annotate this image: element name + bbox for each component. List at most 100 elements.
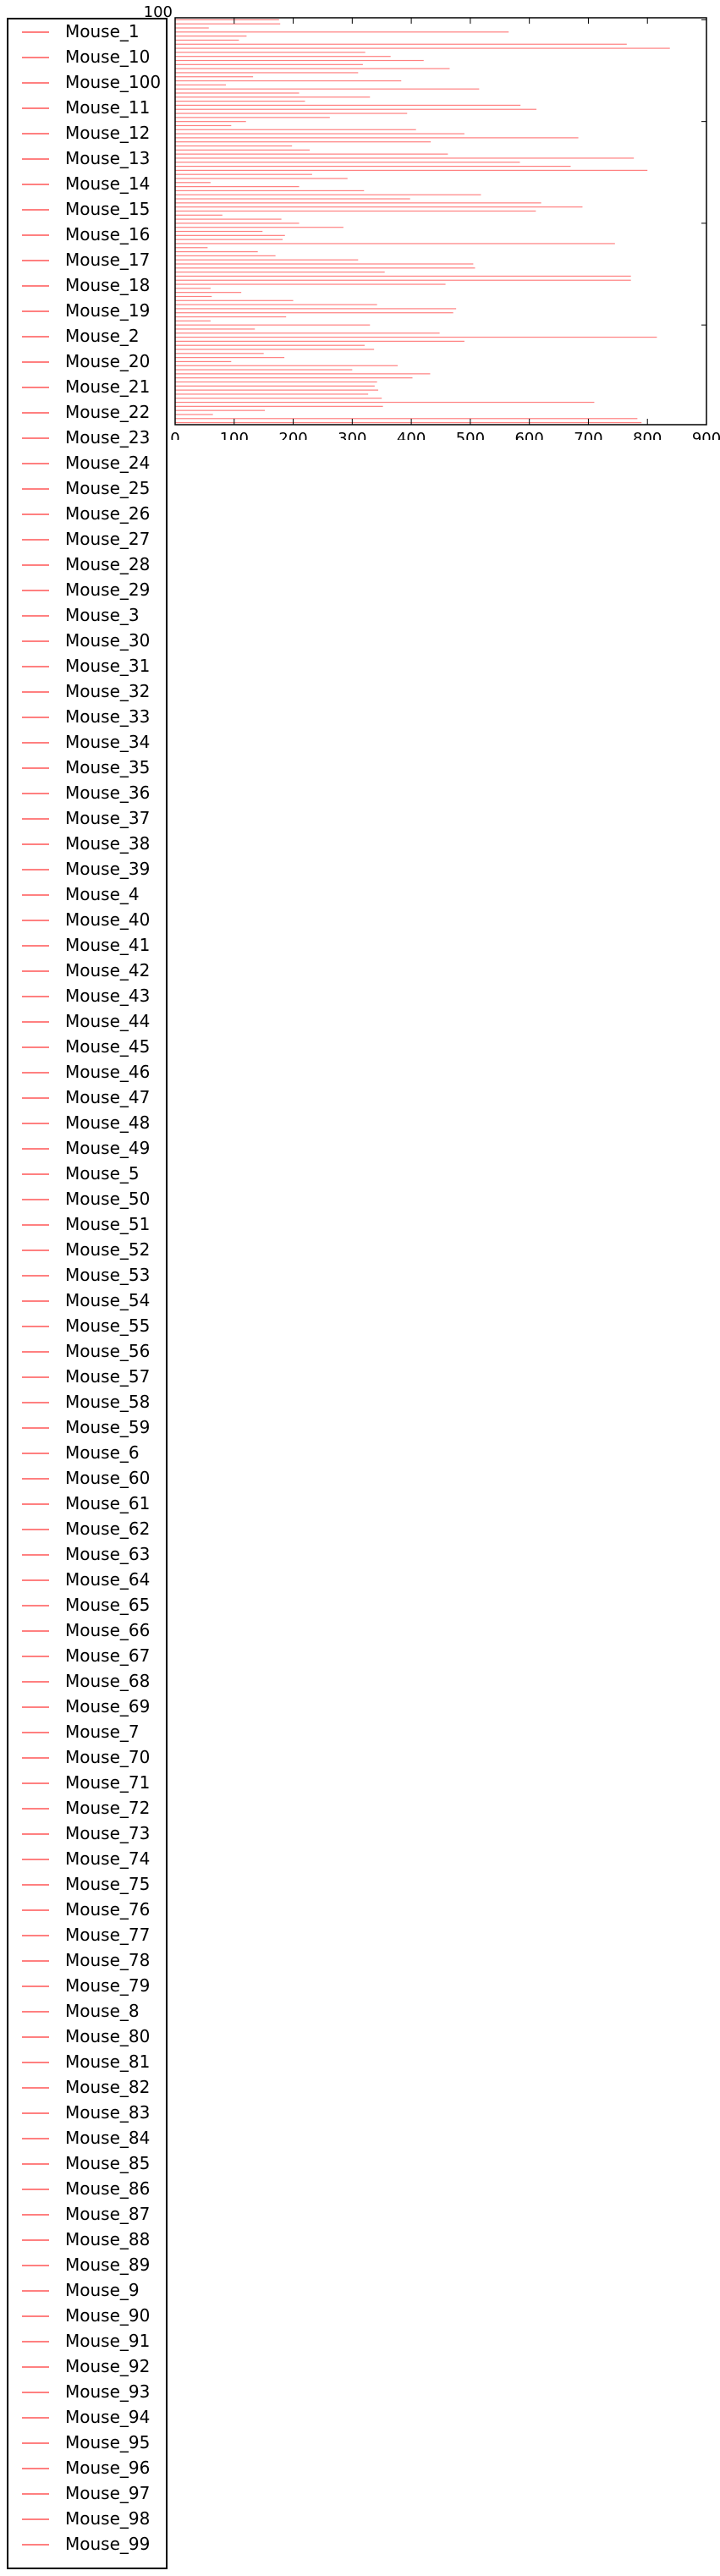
bar-Mouse_24	[175, 88, 480, 90]
legend-item-Mouse_91: Mouse_91	[8, 2329, 166, 2354]
legend-swatch	[22, 894, 49, 896]
legend-label: Mouse_69	[65, 1696, 151, 1716]
legend-label: Mouse_90	[65, 2305, 151, 2326]
legend-swatch	[22, 2036, 49, 2038]
legend-item-Mouse_81: Mouse_81	[8, 2050, 166, 2075]
legend-swatch	[22, 793, 49, 794]
bar-Mouse_43	[175, 173, 312, 175]
bar-Mouse_47	[175, 189, 365, 192]
bar-Mouse_54	[175, 222, 300, 224]
legend-label: Mouse_72	[65, 1798, 151, 1818]
bar-Mouse_58	[175, 239, 283, 240]
legend-label: Mouse_8	[65, 2001, 140, 2021]
legend-swatch	[22, 387, 49, 388]
bar-Mouse_18	[175, 59, 424, 62]
legend-label: Mouse_2	[65, 326, 140, 346]
legend-label: Mouse_11	[65, 97, 151, 118]
legend-swatch	[22, 260, 49, 261]
legend-swatch	[22, 2138, 49, 2139]
bar-Mouse_88	[175, 373, 431, 375]
legend-item-Mouse_19: Mouse_19	[8, 299, 166, 324]
legend-label: Mouse_15	[65, 199, 151, 219]
legend-swatch	[22, 82, 49, 84]
legend-label: Mouse_80	[65, 2026, 151, 2046]
legend-item-Mouse_9: Mouse_9	[8, 2278, 166, 2304]
legend-label: Mouse_83	[65, 2102, 151, 2123]
legend-item-Mouse_89: Mouse_89	[8, 2253, 166, 2278]
legend-label: Mouse_94	[65, 2407, 151, 2427]
legend-item-Mouse_23: Mouse_23	[8, 426, 166, 451]
legend-swatch	[22, 1478, 49, 1480]
bar-Mouse_29	[175, 108, 537, 110]
legend-item-Mouse_77: Mouse_77	[8, 1923, 166, 1948]
bar-Mouse_99	[175, 421, 642, 424]
legend-label: Mouse_26	[65, 503, 151, 524]
legend-item-Mouse_10: Mouse_10	[8, 45, 166, 70]
legend-item-Mouse_11: Mouse_11	[8, 96, 166, 121]
legend-label: Mouse_51	[65, 1214, 151, 1234]
bar-Mouse_34	[175, 133, 464, 135]
legend-label: Mouse_32	[65, 681, 151, 701]
legend-item-Mouse_38: Mouse_38	[8, 832, 166, 857]
legend-swatch	[22, 1250, 49, 1251]
legend-swatch	[22, 2544, 49, 2546]
bar-Mouse_53	[175, 218, 282, 220]
legend-swatch	[22, 615, 49, 617]
legend-item-Mouse_62: Mouse_62	[8, 1517, 166, 1542]
legend-swatch	[22, 1909, 49, 1911]
legend-item-Mouse_56: Mouse_56	[8, 1339, 166, 1365]
legend-label: Mouse_50	[65, 1189, 151, 1209]
bar-Mouse_84	[175, 357, 285, 359]
legend-swatch	[22, 1986, 49, 1987]
legend-item-Mouse_63: Mouse_63	[8, 1542, 166, 1568]
legend-item-Mouse_29: Mouse_29	[8, 578, 166, 603]
legend-swatch	[22, 1351, 49, 1353]
legend-label: Mouse_59	[65, 1417, 151, 1437]
legend-item-Mouse_61: Mouse_61	[8, 1491, 166, 1517]
legend-swatch	[22, 1224, 49, 1226]
legend-item-Mouse_69: Mouse_69	[8, 1694, 166, 1720]
legend-swatch	[22, 514, 49, 515]
bar-Mouse_13	[175, 39, 239, 41]
legend-label: Mouse_21	[65, 376, 151, 397]
legend-label: Mouse_79	[65, 1975, 151, 1996]
legend-label: Mouse_5	[65, 1163, 140, 1184]
legend-swatch	[22, 2189, 49, 2190]
bar-Mouse_78	[175, 328, 256, 330]
bar-Mouse_100	[175, 27, 209, 29]
legend-label: Mouse_64	[65, 1569, 151, 1590]
bar-Mouse_22	[175, 80, 402, 82]
legend-item-Mouse_32: Mouse_32	[8, 679, 166, 705]
legend-item-Mouse_86: Mouse_86	[8, 2177, 166, 2202]
legend-swatch	[22, 361, 49, 363]
legend-swatch	[22, 2366, 49, 2368]
y-axis: 100	[144, 3, 706, 326]
bar-Mouse_1	[175, 19, 279, 20]
x-tick-label-700: 700	[574, 430, 602, 440]
legend-item-Mouse_96: Mouse_96	[8, 2456, 166, 2481]
legend-item-Mouse_71: Mouse_71	[8, 1771, 166, 1796]
bar-Mouse_68	[175, 283, 446, 285]
legend-swatch	[22, 2442, 49, 2444]
legend-swatch	[22, 1656, 49, 1657]
legend-swatch	[22, 1579, 49, 1581]
legend-item-Mouse_36: Mouse_36	[8, 781, 166, 806]
legend-swatch	[22, 2341, 49, 2343]
legend-item-Mouse_33: Mouse_33	[8, 705, 166, 730]
legend-label: Mouse_16	[65, 224, 151, 244]
legend-item-Mouse_27: Mouse_27	[8, 527, 166, 552]
legend-item-Mouse_21: Mouse_21	[8, 375, 166, 400]
legend-label: Mouse_96	[65, 2458, 151, 2478]
legend-swatch	[22, 2315, 49, 2317]
bar-Mouse_4	[175, 157, 635, 159]
legend-item-Mouse_65: Mouse_65	[8, 1593, 166, 1618]
legend-item-Mouse_74: Mouse_74	[8, 1847, 166, 1872]
legend-swatch	[22, 767, 49, 769]
legend-swatch	[22, 2493, 49, 2495]
legend-swatch	[22, 742, 49, 744]
legend-swatch	[22, 590, 49, 591]
legend-item-Mouse_47: Mouse_47	[8, 1085, 166, 1111]
legend-item-Mouse_55: Mouse_55	[8, 1314, 166, 1339]
bar-Mouse_49	[175, 198, 410, 200]
bar-Mouse_36	[175, 141, 431, 143]
